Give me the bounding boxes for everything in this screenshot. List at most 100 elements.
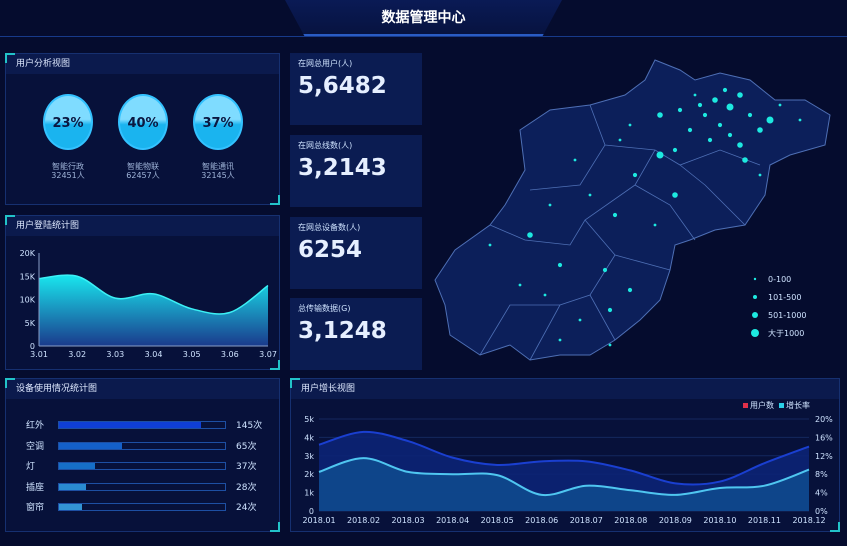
x-tick-label: 2018.01 — [302, 516, 335, 525]
legend-dot — [753, 277, 757, 281]
bar-fill — [59, 504, 83, 510]
city-dot — [656, 151, 664, 159]
bar-track — [58, 482, 226, 491]
city-dot — [632, 172, 638, 178]
panel-title: 用户登陆统计图 — [6, 216, 279, 236]
device-row: 窗帘 24次 — [26, 501, 276, 513]
y-right-tick: 20% — [815, 415, 833, 424]
user-analysis-panel: 用户分析视图 23% 40% 37% 智能行政 32451人 智能物联 62457人… — [5, 53, 280, 205]
device-row: 红外 145次 — [26, 419, 276, 431]
login-line — [38, 274, 269, 315]
x-tick-label: 2018.03 — [392, 516, 425, 525]
device-name: 空调 — [26, 441, 45, 452]
city-dot — [758, 173, 762, 177]
ball-count: 32145人 — [201, 171, 235, 180]
legend-swatch — [779, 403, 784, 408]
bar-fill — [59, 463, 96, 469]
device-count: 24次 — [236, 503, 257, 513]
city-dot — [602, 267, 608, 273]
device-count: 37次 — [236, 462, 257, 472]
y-right-tick: 4% — [815, 489, 828, 498]
percent-ball: 40% — [118, 94, 168, 150]
city-dot — [677, 107, 683, 113]
city-dot — [778, 103, 782, 107]
city-dot — [588, 193, 592, 197]
ball-label: 智能通讯 32145人 — [183, 162, 253, 180]
city-dot — [612, 212, 618, 218]
device-row: 灯 37次 — [26, 460, 276, 472]
y-right-tick: 8% — [815, 470, 828, 479]
city-dot — [697, 102, 703, 108]
device-name: 红外 — [26, 421, 45, 431]
city-dot — [608, 343, 612, 347]
city-dot — [627, 287, 633, 293]
legend-label: 用户数 — [750, 400, 774, 410]
device-row: 插座 28次 — [26, 481, 276, 493]
stat-card: 在网总设备数(人) 6254 — [290, 217, 422, 289]
city-dot — [657, 112, 663, 118]
percent-ball: 37% — [193, 94, 243, 150]
login-area — [39, 275, 268, 346]
x-tick-label: 3.02 — [68, 350, 86, 359]
city-dot — [707, 137, 713, 143]
y-right-tick: 16% — [815, 433, 833, 442]
bar-track — [58, 421, 226, 429]
map-borders — [479, 104, 761, 361]
user-growth-panel: 用户增长视图 0 0% 1k 4% 2k 8% 3k 12% 4k 16% 5k 20% 用户数 增长率 2… — [290, 378, 840, 532]
series-area — [319, 458, 809, 511]
stat-card: 总传输数据(G) 3,1248 — [290, 298, 422, 370]
city-dot — [548, 203, 552, 207]
bar-track — [58, 462, 226, 470]
city-dot — [757, 127, 763, 133]
city-dot — [693, 93, 697, 97]
bar-track — [58, 503, 226, 511]
y-left-tick: 5k — [304, 415, 314, 424]
x-tick-label: 2018.12 — [792, 516, 825, 525]
city-dot — [737, 92, 743, 98]
x-tick-label: 3.04 — [145, 350, 163, 359]
series-line — [318, 430, 810, 486]
legend-dot — [752, 312, 758, 318]
x-tick-label: 3.05 — [183, 350, 201, 359]
legend-swatch — [743, 403, 748, 408]
city-dot — [742, 157, 748, 163]
device-count: 28次 — [236, 482, 257, 493]
legend-label: 大于1000 — [768, 328, 804, 338]
city-dot — [573, 158, 577, 162]
ball-label: 智能行政 32451人 — [33, 162, 103, 180]
city-dot — [607, 307, 613, 313]
stat-label: 在网总用户(人) — [298, 59, 353, 68]
device-name: 灯 — [26, 462, 36, 472]
legend-dot — [753, 295, 757, 299]
city-dot — [488, 243, 492, 247]
y-tick-label: 10K — [20, 296, 36, 305]
city-dot — [558, 338, 562, 342]
city-dot — [712, 97, 718, 103]
login-chart-panel: 用户登陆统计图 0 5K 10K 15K 20K 3.01 3.02 3.03 3.04 3.05… — [5, 215, 280, 370]
device-name: 插座 — [26, 482, 45, 493]
x-tick-label: 2018.11 — [748, 516, 781, 525]
device-count: 145次 — [236, 421, 263, 431]
ball-count: 32451人 — [51, 171, 85, 180]
ball-name: 智能行政 — [52, 162, 84, 171]
city-dot — [527, 232, 533, 238]
ball-count: 62457人 — [126, 171, 160, 180]
stat-label: 总传输数据(G) — [298, 304, 351, 313]
x-tick-label: 2018.04 — [436, 516, 469, 525]
y-tick-label: 0 — [30, 342, 35, 351]
city-dot — [687, 127, 693, 133]
y-right-tick: 0% — [815, 507, 828, 516]
x-tick-label: 3.07 — [259, 350, 277, 359]
city-dot — [653, 223, 657, 227]
y-left-tick: 2k — [304, 470, 314, 479]
legend-label: 0-100 — [768, 275, 791, 284]
x-tick-label: 2018.05 — [481, 516, 514, 525]
city-dot — [557, 262, 563, 268]
y-tick-label: 5K — [25, 319, 36, 328]
series-line — [318, 457, 810, 497]
x-tick-label: 2018.07 — [570, 516, 603, 525]
region-map[interactable]: 0-100 101-500 501-1000 大于1000 — [430, 55, 847, 365]
y-left-tick: 0 — [309, 507, 314, 516]
city-dot — [702, 112, 708, 118]
city-dot — [737, 142, 743, 148]
